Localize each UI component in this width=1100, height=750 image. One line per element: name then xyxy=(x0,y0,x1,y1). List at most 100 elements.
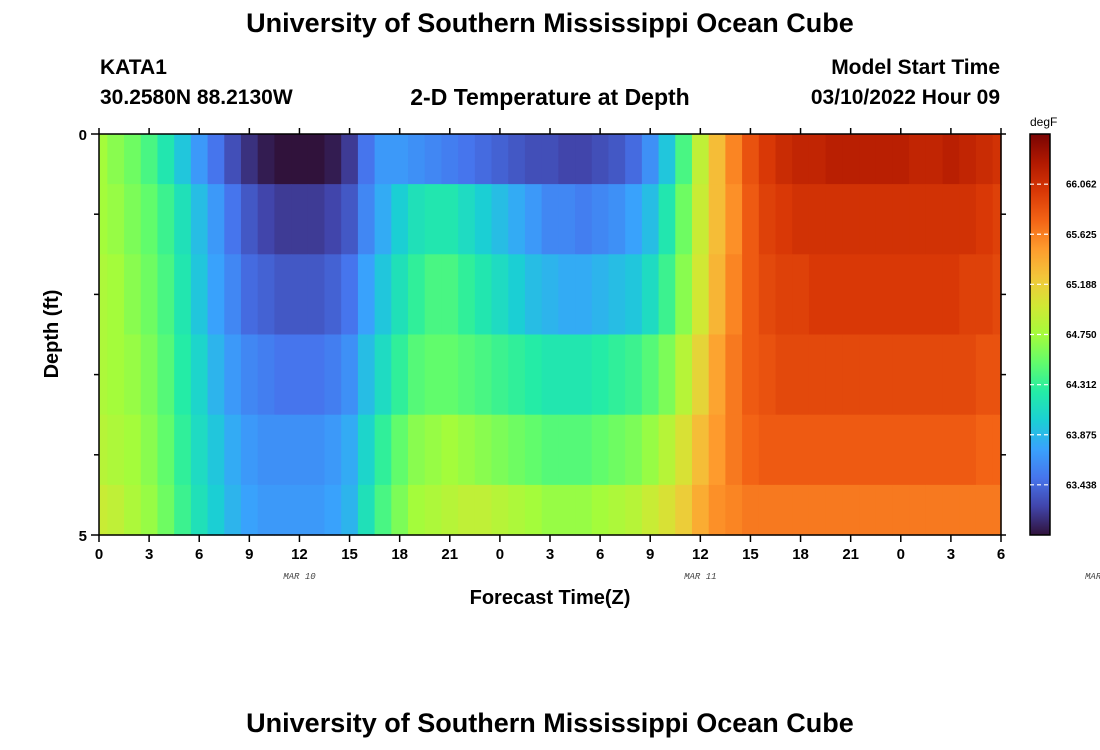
heatmap-cell xyxy=(274,334,292,416)
heatmap-cell xyxy=(307,254,326,336)
heatmap-cell xyxy=(675,414,693,486)
heatmap-cell xyxy=(742,184,760,255)
heatmap-cell xyxy=(691,414,710,486)
heatmap-cell xyxy=(875,414,894,486)
heatmap-cell xyxy=(474,484,493,536)
heatmap-cell xyxy=(875,134,894,185)
heatmap-cell xyxy=(140,414,159,486)
heatmap-cell xyxy=(274,184,292,255)
heatmap-cell xyxy=(591,334,610,416)
heatmap-cell xyxy=(591,254,610,336)
heatmap-cell xyxy=(742,414,760,486)
heatmap-cell xyxy=(675,184,693,255)
heatmap-cell xyxy=(775,254,793,336)
heatmap-cell xyxy=(107,134,125,185)
heatmap-cell xyxy=(240,484,259,536)
heatmap-cell xyxy=(608,414,626,486)
heatmap-cell xyxy=(424,484,443,536)
x-tick-label: 3 xyxy=(947,546,955,563)
heatmap-cell xyxy=(99,414,108,486)
colorbar-tick-label: 63.438 xyxy=(1066,480,1097,491)
heatmap-cell xyxy=(708,184,726,255)
heatmap-cell xyxy=(274,134,292,185)
heatmap-cell xyxy=(291,134,309,185)
heatmap-cell xyxy=(859,184,877,255)
heatmap-cell xyxy=(909,414,927,486)
heatmap-cell xyxy=(808,184,827,255)
heatmap-cell xyxy=(842,254,860,336)
heatmap-cell xyxy=(758,414,777,486)
colorbar-unit: degF xyxy=(1030,115,1057,129)
heatmap-cell xyxy=(357,254,376,336)
heatmap-cell xyxy=(341,484,359,536)
heatmap-cell xyxy=(708,254,726,336)
heatmap-cell xyxy=(959,414,977,486)
x-axis-ticks: 0 3 6 9 12 15 18 21 0 3 6 9 12 15 18 21 0 3 6 MAR 10 MAR 11 M… xyxy=(95,128,1100,582)
heatmap-cell xyxy=(959,484,977,536)
heatmap-cell xyxy=(925,254,944,336)
heatmap-cell xyxy=(641,184,660,255)
heatmap-cell xyxy=(658,254,676,336)
heatmap-cell xyxy=(541,134,559,185)
heatmap-cell xyxy=(157,484,175,536)
heatmap-cell xyxy=(257,134,275,185)
heatmap-cell xyxy=(508,134,526,185)
heatmap-cell xyxy=(992,414,1002,486)
heatmap-cell xyxy=(107,184,125,255)
heatmap-cell xyxy=(491,184,509,255)
x-tick-label: 12 xyxy=(692,546,709,563)
heatmap-cell xyxy=(942,134,960,185)
heatmap-cell xyxy=(992,254,1002,336)
heatmap-cell xyxy=(708,334,726,416)
heatmap-cell xyxy=(240,254,259,336)
heatmap-cell xyxy=(625,184,643,255)
heatmap-cell xyxy=(408,254,426,336)
heatmap-cell xyxy=(274,484,292,536)
heatmap-cell xyxy=(608,134,626,185)
heatmap-cell xyxy=(174,134,192,185)
colorbar-tick-label: 65.188 xyxy=(1066,280,1097,291)
heatmap-cell xyxy=(541,334,559,416)
heatmap-cell xyxy=(859,134,877,185)
heatmap-cell xyxy=(190,134,209,185)
heatmap-cell xyxy=(675,484,693,536)
heatmap-cell xyxy=(892,484,910,536)
heatmap-cell xyxy=(925,334,944,416)
heatmap-cell xyxy=(608,254,626,336)
heatmap-cell xyxy=(99,484,108,536)
heatmap-cell xyxy=(641,134,660,185)
heatmap-cell xyxy=(408,184,426,255)
heatmap-cell xyxy=(775,334,793,416)
x-tick-label: 6 xyxy=(596,546,604,563)
x-tick-label: 18 xyxy=(391,546,408,563)
heatmap-cell xyxy=(758,134,777,185)
heatmap-cell xyxy=(240,134,259,185)
heatmap-cell xyxy=(124,334,142,416)
heatmap-cell xyxy=(859,334,877,416)
heatmap-cell xyxy=(975,414,994,486)
heatmap-cell xyxy=(224,254,242,336)
colorbar-tick-label: 63.875 xyxy=(1066,430,1097,441)
heatmap-cell xyxy=(140,254,159,336)
heatmap-cell xyxy=(992,134,1002,185)
heatmap-cell xyxy=(324,484,342,536)
heatmap-cell xyxy=(775,484,793,536)
heatmap-cell xyxy=(174,254,192,336)
heatmap-cell xyxy=(575,184,593,255)
heatmap-cell xyxy=(341,254,359,336)
heatmap-cell xyxy=(441,134,459,185)
heatmap-cell xyxy=(742,484,760,536)
heatmap-cell xyxy=(775,414,793,486)
colorbar: degF 66.062 65.625 65.188 64.750 64.312 63.87… xyxy=(1029,115,1097,536)
heatmap-cell xyxy=(591,184,610,255)
heatmap-cell xyxy=(291,334,309,416)
heatmap-cell xyxy=(124,134,142,185)
heatmap-cell xyxy=(207,254,225,336)
heatmap-cell xyxy=(909,484,927,536)
heatmap-cell xyxy=(374,254,392,336)
heatmap-cell xyxy=(658,484,676,536)
heatmap-cell xyxy=(124,254,142,336)
heatmap-cell xyxy=(975,184,994,255)
heatmap-cell xyxy=(675,334,693,416)
heatmap-cell xyxy=(474,134,493,185)
